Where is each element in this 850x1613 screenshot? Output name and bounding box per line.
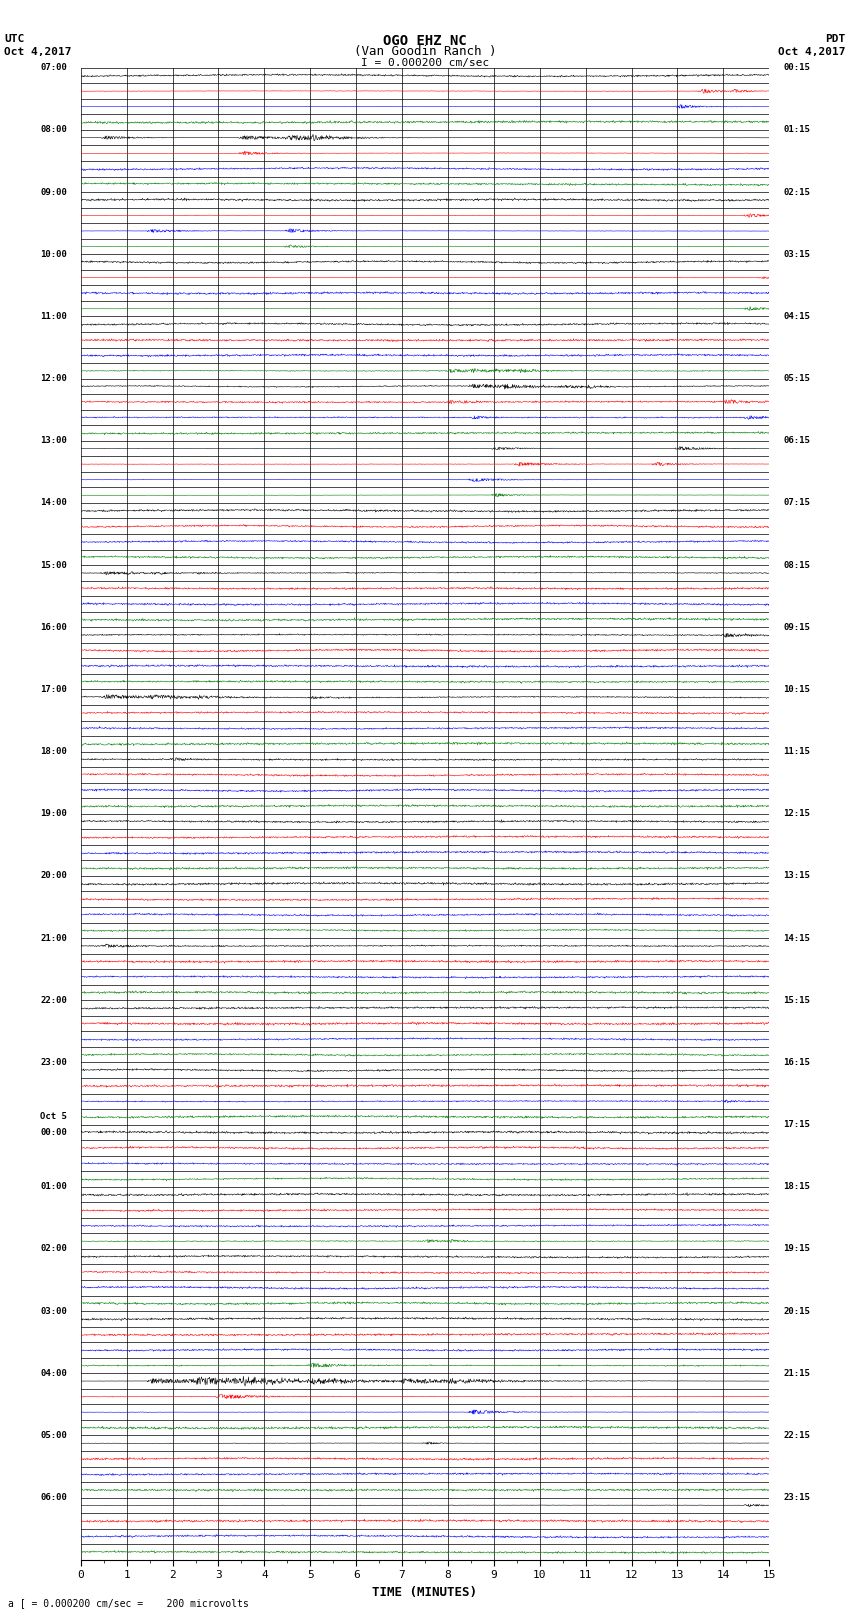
Text: OGO EHZ NC: OGO EHZ NC bbox=[383, 34, 467, 48]
Text: 00:00: 00:00 bbox=[40, 1127, 67, 1137]
Text: 22:00: 22:00 bbox=[40, 995, 67, 1005]
Text: 06:15: 06:15 bbox=[783, 436, 810, 445]
Text: Oct 5: Oct 5 bbox=[40, 1113, 67, 1121]
Text: PDT: PDT bbox=[825, 34, 846, 44]
Text: 05:15: 05:15 bbox=[783, 374, 810, 382]
Text: 13:00: 13:00 bbox=[40, 436, 67, 445]
Text: 20:15: 20:15 bbox=[783, 1307, 810, 1316]
Text: 12:15: 12:15 bbox=[783, 810, 810, 818]
Text: 05:00: 05:00 bbox=[40, 1431, 67, 1440]
Text: 15:15: 15:15 bbox=[783, 995, 810, 1005]
Text: 17:15: 17:15 bbox=[783, 1119, 810, 1129]
Text: 09:00: 09:00 bbox=[40, 187, 67, 197]
Text: 17:00: 17:00 bbox=[40, 686, 67, 694]
Text: UTC: UTC bbox=[4, 34, 25, 44]
Text: I = 0.000200 cm/sec: I = 0.000200 cm/sec bbox=[361, 58, 489, 68]
Text: 19:00: 19:00 bbox=[40, 810, 67, 818]
Text: 21:00: 21:00 bbox=[40, 934, 67, 942]
Text: 12:00: 12:00 bbox=[40, 374, 67, 382]
Text: 07:15: 07:15 bbox=[783, 498, 810, 508]
Text: 18:00: 18:00 bbox=[40, 747, 67, 756]
Text: 02:15: 02:15 bbox=[783, 187, 810, 197]
Text: 10:00: 10:00 bbox=[40, 250, 67, 258]
Text: (Van Goodin Ranch ): (Van Goodin Ranch ) bbox=[354, 45, 496, 58]
Text: 07:00: 07:00 bbox=[40, 63, 67, 73]
Text: a [ = 0.000200 cm/sec =    200 microvolts: a [ = 0.000200 cm/sec = 200 microvolts bbox=[8, 1598, 249, 1608]
Text: Oct 4,2017: Oct 4,2017 bbox=[779, 47, 846, 56]
Text: 03:15: 03:15 bbox=[783, 250, 810, 258]
Text: 15:00: 15:00 bbox=[40, 561, 67, 569]
Text: 06:00: 06:00 bbox=[40, 1494, 67, 1502]
Text: 20:00: 20:00 bbox=[40, 871, 67, 881]
Text: 11:00: 11:00 bbox=[40, 311, 67, 321]
Text: 02:00: 02:00 bbox=[40, 1245, 67, 1253]
Text: 04:15: 04:15 bbox=[783, 311, 810, 321]
Text: 21:15: 21:15 bbox=[783, 1369, 810, 1378]
Text: 22:15: 22:15 bbox=[783, 1431, 810, 1440]
Text: 16:00: 16:00 bbox=[40, 623, 67, 632]
Text: 19:15: 19:15 bbox=[783, 1245, 810, 1253]
Text: 03:00: 03:00 bbox=[40, 1307, 67, 1316]
Text: 09:15: 09:15 bbox=[783, 623, 810, 632]
Text: 08:15: 08:15 bbox=[783, 561, 810, 569]
Text: 08:00: 08:00 bbox=[40, 126, 67, 134]
Text: 01:00: 01:00 bbox=[40, 1182, 67, 1192]
Text: 04:00: 04:00 bbox=[40, 1369, 67, 1378]
Text: 23:15: 23:15 bbox=[783, 1494, 810, 1502]
Text: 23:00: 23:00 bbox=[40, 1058, 67, 1066]
Text: 16:15: 16:15 bbox=[783, 1058, 810, 1066]
Text: 01:15: 01:15 bbox=[783, 126, 810, 134]
Text: 00:15: 00:15 bbox=[783, 63, 810, 73]
Text: 14:00: 14:00 bbox=[40, 498, 67, 508]
Text: 18:15: 18:15 bbox=[783, 1182, 810, 1192]
Text: Oct 4,2017: Oct 4,2017 bbox=[4, 47, 71, 56]
Text: 13:15: 13:15 bbox=[783, 871, 810, 881]
Text: 11:15: 11:15 bbox=[783, 747, 810, 756]
Text: 14:15: 14:15 bbox=[783, 934, 810, 942]
X-axis label: TIME (MINUTES): TIME (MINUTES) bbox=[372, 1586, 478, 1598]
Text: 10:15: 10:15 bbox=[783, 686, 810, 694]
